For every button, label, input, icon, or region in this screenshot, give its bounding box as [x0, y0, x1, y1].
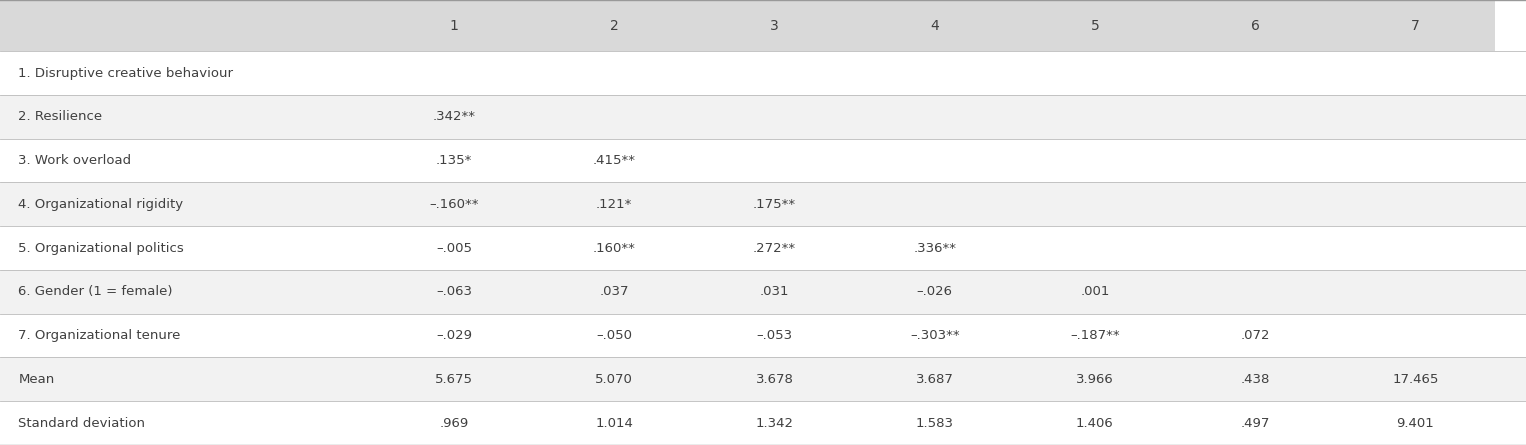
Text: Standard deviation: Standard deviation — [18, 417, 145, 429]
Text: –.029: –.029 — [436, 329, 472, 342]
Text: .037: .037 — [600, 285, 629, 298]
FancyBboxPatch shape — [1175, 0, 1335, 51]
Text: 6: 6 — [1251, 19, 1259, 32]
FancyBboxPatch shape — [0, 95, 1526, 139]
FancyBboxPatch shape — [0, 401, 1526, 445]
Text: 3.678: 3.678 — [755, 373, 794, 386]
Text: 4: 4 — [931, 19, 938, 32]
FancyBboxPatch shape — [855, 0, 1015, 51]
Text: 1.342: 1.342 — [755, 417, 794, 429]
FancyBboxPatch shape — [1015, 0, 1175, 51]
FancyBboxPatch shape — [0, 270, 1526, 314]
Text: –.053: –.053 — [757, 329, 792, 342]
Text: 3. Work overload: 3. Work overload — [18, 154, 131, 167]
Text: Mean: Mean — [18, 373, 55, 386]
Text: –.026: –.026 — [917, 285, 952, 298]
FancyBboxPatch shape — [374, 0, 534, 51]
Text: .438: .438 — [1241, 373, 1270, 386]
Text: .336**: .336** — [913, 242, 957, 255]
FancyBboxPatch shape — [694, 0, 855, 51]
Text: .415**: .415** — [592, 154, 636, 167]
Text: 3.966: 3.966 — [1076, 373, 1114, 386]
Text: –.050: –.050 — [597, 329, 632, 342]
Text: 5: 5 — [1091, 19, 1099, 32]
Text: 3: 3 — [771, 19, 778, 32]
Text: –.187**: –.187** — [1070, 329, 1120, 342]
Text: 2. Resilience: 2. Resilience — [18, 110, 102, 123]
Text: .969: .969 — [439, 417, 468, 429]
Text: 7. Organizational tenure: 7. Organizational tenure — [18, 329, 180, 342]
Text: .497: .497 — [1241, 417, 1270, 429]
Text: 7: 7 — [1412, 19, 1419, 32]
FancyBboxPatch shape — [0, 226, 1526, 270]
Text: –.160**: –.160** — [429, 198, 479, 211]
FancyBboxPatch shape — [534, 0, 694, 51]
FancyBboxPatch shape — [1335, 0, 1495, 51]
Text: .031: .031 — [760, 285, 789, 298]
Text: 6. Gender (1 = female): 6. Gender (1 = female) — [18, 285, 172, 298]
Text: .072: .072 — [1241, 329, 1270, 342]
Text: .121*: .121* — [597, 198, 632, 211]
Text: .135*: .135* — [436, 154, 472, 167]
Text: 5.675: 5.675 — [435, 373, 473, 386]
Text: 4. Organizational rigidity: 4. Organizational rigidity — [18, 198, 183, 211]
FancyBboxPatch shape — [0, 314, 1526, 357]
Text: –.005: –.005 — [436, 242, 472, 255]
Text: 5. Organizational politics: 5. Organizational politics — [18, 242, 185, 255]
Text: .342**: .342** — [432, 110, 476, 123]
FancyBboxPatch shape — [0, 182, 1526, 226]
Text: 1: 1 — [450, 19, 458, 32]
Text: 5.070: 5.070 — [595, 373, 633, 386]
Text: .001: .001 — [1080, 285, 1109, 298]
Text: .160**: .160** — [592, 242, 636, 255]
Text: 9.401: 9.401 — [1396, 417, 1434, 429]
Text: 1. Disruptive creative behaviour: 1. Disruptive creative behaviour — [18, 67, 233, 80]
Text: 1.583: 1.583 — [916, 417, 954, 429]
Text: 3.687: 3.687 — [916, 373, 954, 386]
Text: 17.465: 17.465 — [1392, 373, 1439, 386]
Text: .272**: .272** — [752, 242, 797, 255]
FancyBboxPatch shape — [0, 139, 1526, 182]
Text: –.063: –.063 — [436, 285, 472, 298]
Text: .175**: .175** — [752, 198, 797, 211]
FancyBboxPatch shape — [0, 51, 1526, 95]
Text: 1.406: 1.406 — [1076, 417, 1114, 429]
FancyBboxPatch shape — [0, 357, 1526, 401]
Text: 1.014: 1.014 — [595, 417, 633, 429]
FancyBboxPatch shape — [0, 0, 374, 51]
Text: –.303**: –.303** — [909, 329, 960, 342]
Text: 2: 2 — [610, 19, 618, 32]
